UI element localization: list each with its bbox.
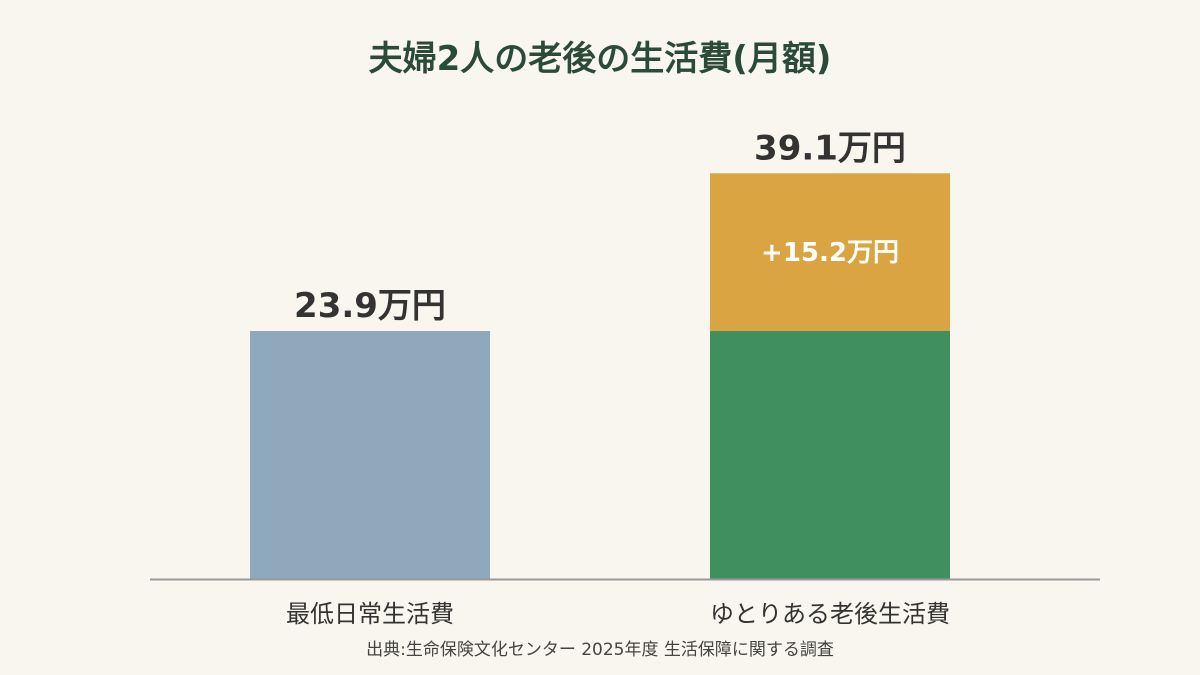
chart-title: 夫婦2人の老後の生活費(月額) xyxy=(369,39,832,79)
category-label: 最低日常生活費 xyxy=(286,600,454,628)
segment-value-label: +15.2万円 xyxy=(761,238,899,268)
category-label: ゆとりある老後生活費 xyxy=(710,600,950,628)
bar-total-label: 39.1万円 xyxy=(754,128,906,168)
bar-segment-2-1 xyxy=(710,331,950,579)
source-note: 出典:生命保険文化センター 2025年度 生活保障に関する調査 xyxy=(366,640,834,660)
bar-segment-1-1 xyxy=(250,331,490,579)
bar-segment-2-2 xyxy=(710,173,950,331)
bar-total-label: 23.9万円 xyxy=(294,286,446,326)
